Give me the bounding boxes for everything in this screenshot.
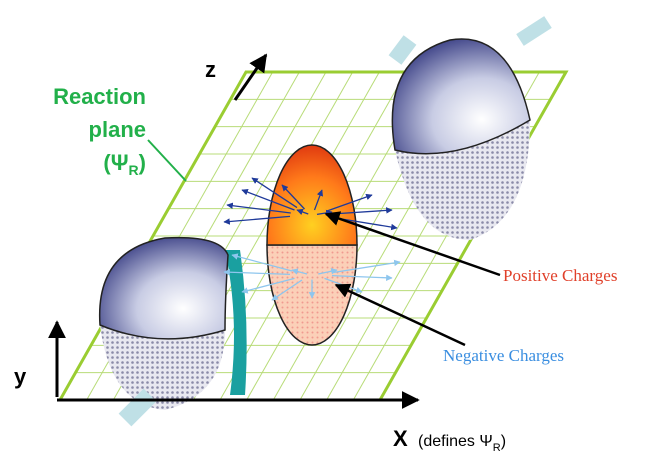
plane-pointer [148, 140, 186, 181]
right-nucleus [392, 22, 548, 240]
reaction-plane-symbol: (ΨR) [103, 150, 146, 178]
psi-close: ) [139, 150, 146, 175]
positive-label: Positive Charges [503, 266, 617, 285]
overlap-region [267, 145, 357, 345]
psi: (Ψ [103, 150, 128, 175]
x-note-close: ) [501, 433, 506, 450]
z-axis [235, 55, 266, 100]
x-label: X [393, 426, 408, 451]
reaction-plane-line2: plane [89, 117, 146, 142]
negative-pointer [336, 285, 465, 345]
reaction-plane-line1: Reaction [53, 84, 146, 109]
x-note: (defines ΨR) [418, 433, 506, 454]
psi-subscript: R [129, 162, 139, 178]
x-note-text: (defines Ψ [418, 433, 493, 450]
y-label: y [14, 364, 27, 389]
x-note-subscript: R [493, 442, 501, 454]
z-label: z [205, 57, 216, 82]
diagram: z y X (defines ΨR) Reaction plane (ΨR) P… [0, 0, 671, 458]
negative-label: Negative Charges [443, 346, 564, 365]
